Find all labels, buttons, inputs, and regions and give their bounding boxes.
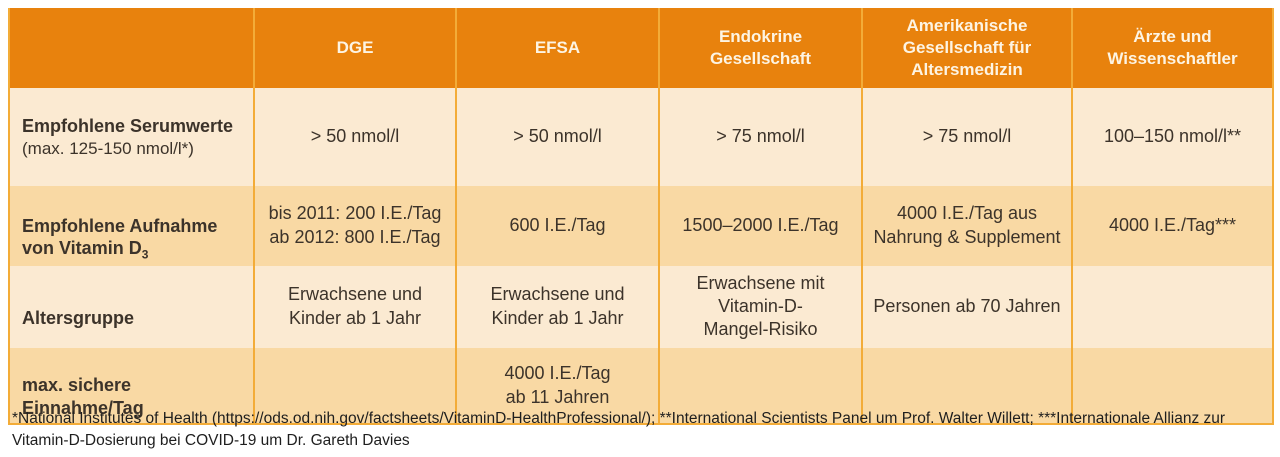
- table-row-altersgruppe: Altersgruppe Erwachsene und Kinder ab 1 …: [9, 265, 1273, 348]
- cell-altersgruppe-amerikanische: Personen ab 70 Jahren: [862, 265, 1073, 348]
- cell-serumwerte-endokrine: > 75 nmol/l: [659, 88, 863, 186]
- row-label-serumwerte: Empfohlene Serumwerte (max. 125-150 nmol/…: [9, 88, 255, 186]
- cell-altersgruppe-aerzte: [1072, 266, 1273, 348]
- row-label-sichere-einnahme: max. sichere Einnahme/Tag: [9, 347, 255, 425]
- table-row-sichere-einnahme: max. sichere Einnahme/Tag 4000 I.E./Tag …: [9, 347, 1273, 425]
- cell-aufnahme-amerikanische: 4000 I.E./Tag aus Nahrung & Supplement: [862, 185, 1073, 266]
- cell-altersgruppe-endokrine: Erwachsene mit Vitamin-D- Mangel-Risiko: [659, 265, 863, 348]
- cell-serumwerte-aerzte: 100–150 nmol/l**: [1103, 126, 1242, 147]
- cell-sichere-einnahme-dge: [254, 347, 457, 425]
- header-cell-endokrine-gesellschaft: Endokrine Gesellschaft: [659, 8, 863, 88]
- row-label-text: Altersgruppe: [22, 307, 135, 328]
- cell-aufnahme-aerzte: 4000 I.E./Tag***: [1108, 215, 1237, 236]
- header-cell-dge: DGE: [254, 8, 457, 88]
- row-label-subscript: 3: [141, 247, 149, 262]
- row-label-note: (max. 125-150 nmol/l*): [22, 139, 194, 158]
- cell-aufnahme-endokrine: 1500–2000 I.E./Tag: [659, 185, 863, 266]
- row-label-altersgruppe: Altersgruppe: [9, 265, 255, 348]
- row-label-text: Empfohlene Aufnahme von Vitamin D: [22, 215, 218, 259]
- header-row: DGE EFSA Endokrine Gesellschaft Amerikan…: [9, 8, 1273, 88]
- cell-aufnahme-efsa: 600 I.E./Tag: [456, 185, 660, 266]
- row-label-text: Empfohlene Serumwerte: [22, 115, 234, 136]
- header-cell-efsa: EFSA: [456, 8, 660, 88]
- footnote: *National Institutes of Health (https://…: [12, 410, 1226, 449]
- table-row-aufnahme: Empfohlene Aufnahme von Vitamin D3 bis 2…: [9, 185, 1273, 266]
- table-row-serumwerte: Empfohlene Serumwerte (max. 125-150 nmol/…: [9, 88, 1273, 186]
- cell-sichere-einnahme-amerikanische: [862, 347, 1073, 425]
- header-cell-amerikanische-gesellschaft: Amerikanische Gesellschaft für Altersmed…: [862, 8, 1073, 88]
- cell-sichere-einnahme-efsa: 4000 I.E./Tag ab 11 Jahren: [456, 347, 660, 425]
- cell-altersgruppe-efsa: Erwachsene und Kinder ab 1 Jahr: [456, 265, 660, 348]
- cell-serumwerte-amerikanische: > 75 nmol/l: [862, 88, 1073, 186]
- cell-serumwerte-dge: > 50 nmol/l: [254, 88, 457, 186]
- row-label-aufnahme: Empfohlene Aufnahme von Vitamin D3: [9, 185, 255, 266]
- cell-aufnahme-dge: bis 2011: 200 I.E./Tag ab 2012: 800 I.E.…: [254, 185, 457, 266]
- header-cell-empty: [9, 8, 255, 88]
- cell-sichere-einnahme-endokrine: [659, 347, 863, 425]
- header-cell-aerzte-und-wissenschaftler: Ärzte und Wissenschaftler: [1107, 26, 1238, 68]
- row-label-text: max. sichere Einnahme/Tag: [22, 375, 144, 418]
- cell-serumwerte-efsa: > 50 nmol/l: [456, 88, 660, 186]
- cell-altersgruppe-dge: Erwachsene und Kinder ab 1 Jahr: [254, 265, 457, 348]
- vitamin-d-recommendations-table: DGE EFSA Endokrine Gesellschaft Amerikan…: [8, 8, 1274, 426]
